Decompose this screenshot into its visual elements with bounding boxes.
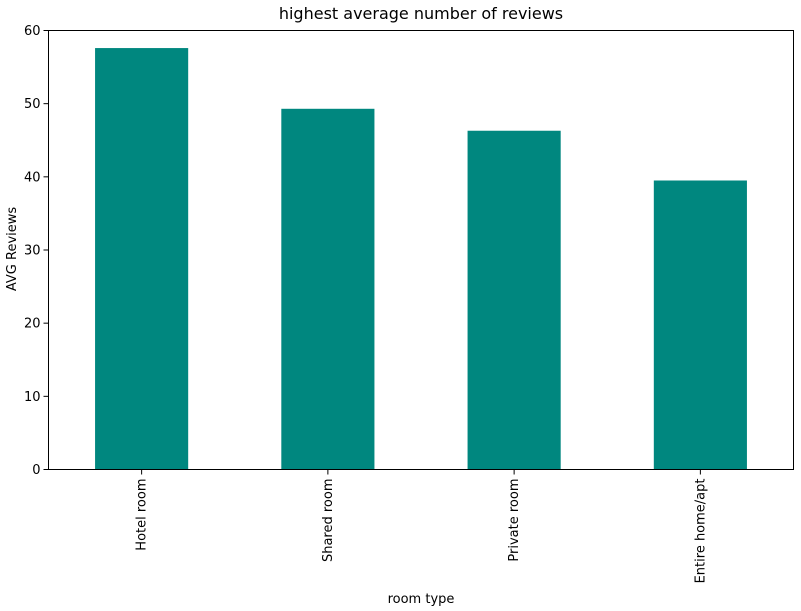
y-tick-label-0: 0 (32, 463, 40, 478)
x-axis-label: room type (388, 592, 455, 607)
plot-frame (48, 30, 794, 470)
y-tick-label-6: 60 (24, 24, 41, 39)
x-tick-label-0: Hotel room (135, 479, 150, 551)
x-tick-label-2: Private room (507, 479, 522, 562)
chart-title: highest average number of reviews (279, 4, 563, 23)
y-axis-label: AVG Reviews (5, 207, 20, 292)
bars-group (95, 48, 747, 470)
y-tick-label-3: 30 (24, 244, 41, 259)
y-axis-ticks: 0 10 20 30 40 50 60 (24, 24, 49, 478)
bar-2 (467, 130, 561, 470)
x-tick-label-3: Entire home/apt (693, 479, 708, 584)
y-tick-label-1: 10 (24, 390, 41, 405)
y-tick-label-2: 20 (24, 317, 41, 332)
x-axis-ticks: Hotel room Shared room Private room Entire … (135, 469, 708, 584)
x-tick-label-1: Shared room (321, 479, 336, 563)
y-tick-label-5: 50 (24, 97, 41, 112)
y-tick-label-4: 40 (24, 170, 41, 185)
bar-3 (653, 180, 747, 470)
bar-0 (95, 48, 189, 470)
bar-1 (281, 108, 375, 470)
